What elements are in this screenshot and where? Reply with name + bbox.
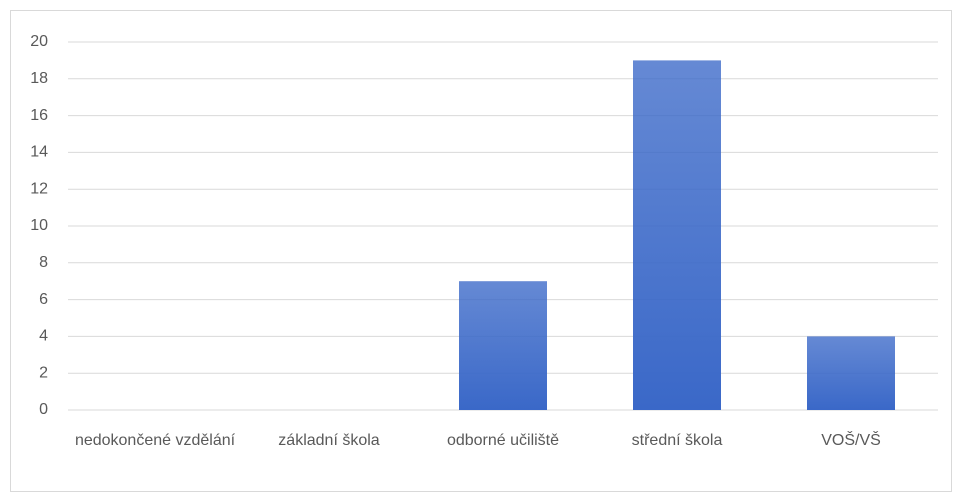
y-tick-label: 4: [39, 328, 48, 345]
x-tick-label-line: základní škola: [278, 432, 379, 449]
y-tick-label: 12: [30, 180, 48, 197]
x-tick-label: VOŠ/VŠ: [821, 430, 881, 449]
y-tick-label: 18: [30, 70, 48, 87]
y-tick-label: 8: [39, 254, 48, 271]
chart-border: [10, 10, 952, 492]
y-tick-label: 16: [30, 107, 48, 124]
x-tick-label-line: VOŠ/VŠ: [821, 430, 881, 449]
y-tick-label: 20: [30, 33, 48, 50]
x-tick-label-line: odborné učiliště: [447, 432, 559, 449]
x-tick-label: nedokončené vzdělání: [75, 432, 236, 449]
y-tick-label: 2: [39, 364, 48, 381]
bar: [459, 281, 547, 410]
y-tick-label: 0: [39, 401, 48, 418]
x-tick-label: základní škola: [278, 432, 379, 449]
x-tick-label: střední škola: [632, 432, 723, 449]
bar: [807, 336, 895, 410]
y-tick-label: 10: [30, 217, 48, 234]
x-tick-label-line: střední škola: [632, 432, 723, 449]
x-tick-label: odborné učiliště: [447, 432, 559, 449]
bar: [633, 60, 721, 411]
x-tick-label-line: nedokončené vzdělání: [75, 432, 236, 449]
y-tick-label: 6: [39, 291, 48, 308]
y-tick-label: 14: [30, 144, 48, 161]
